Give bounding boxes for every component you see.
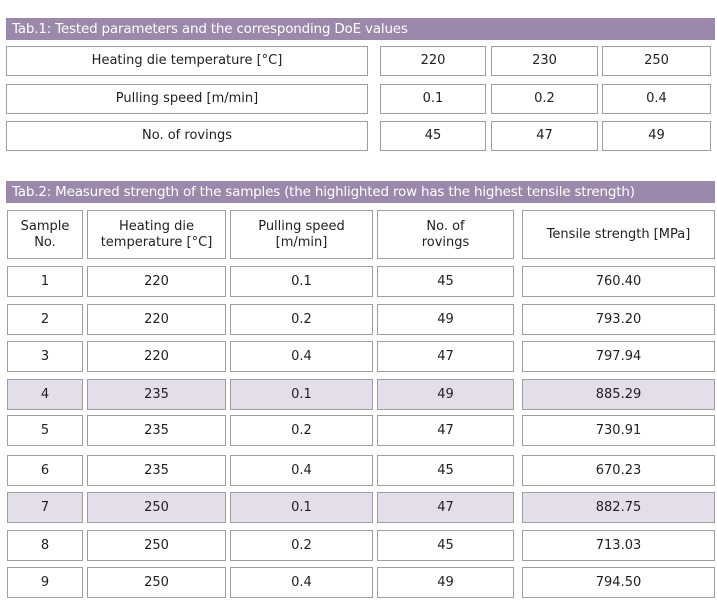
table-cell: 794.50 xyxy=(522,567,715,598)
table-cell: 2 xyxy=(7,304,83,335)
parameter-value: 47 xyxy=(491,121,598,151)
parameter-value: 49 xyxy=(602,121,711,151)
parameter-value: 0.4 xyxy=(602,84,711,114)
table-cell: 220 xyxy=(87,341,226,372)
table-cell: 5 xyxy=(7,415,83,446)
table-cell: 45 xyxy=(377,530,514,561)
table-cell: 47 xyxy=(377,492,514,523)
table-cell: 0.2 xyxy=(230,304,373,335)
tab2-title: Tab.2: Measured strength of the samples … xyxy=(6,181,715,203)
parameter-value: 250 xyxy=(602,46,711,76)
column-header: Tensile strength [MPa] xyxy=(522,210,715,259)
parameter-label: No. of rovings xyxy=(6,121,368,151)
table-cell: 3 xyxy=(7,341,83,372)
table-cell: 7 xyxy=(7,492,83,523)
table-cell: 9 xyxy=(7,567,83,598)
table-cell: 220 xyxy=(87,304,226,335)
table-cell: 0.1 xyxy=(230,379,373,410)
parameter-value: 230 xyxy=(491,46,598,76)
table-cell: 4 xyxy=(7,379,83,410)
parameter-value: 0.2 xyxy=(491,84,598,114)
table-cell: 0.2 xyxy=(230,530,373,561)
table-cell: 8 xyxy=(7,530,83,561)
table-cell: 47 xyxy=(377,341,514,372)
column-header: No. of rovings xyxy=(377,210,514,259)
table-cell: 250 xyxy=(87,492,226,523)
table-cell: 0.2 xyxy=(230,415,373,446)
table-cell: 235 xyxy=(87,379,226,410)
parameter-value: 0.1 xyxy=(380,84,486,114)
table-cell: 250 xyxy=(87,530,226,561)
table-cell: 220 xyxy=(87,266,226,297)
table-cell: 882.75 xyxy=(522,492,715,523)
table-cell: 793.20 xyxy=(522,304,715,335)
table-cell: 797.94 xyxy=(522,341,715,372)
column-header: Sample No. xyxy=(7,210,83,259)
parameter-value: 220 xyxy=(380,46,486,76)
table-cell: 760.40 xyxy=(522,266,715,297)
table-cell: 49 xyxy=(377,379,514,410)
parameter-value: 45 xyxy=(380,121,486,151)
table-cell: 670.23 xyxy=(522,455,715,486)
table-cell: 0.4 xyxy=(230,341,373,372)
table-cell: 885.29 xyxy=(522,379,715,410)
table-cell: 1 xyxy=(7,266,83,297)
table-cell: 0.1 xyxy=(230,492,373,523)
table-cell: 713.03 xyxy=(522,530,715,561)
table-cell: 250 xyxy=(87,567,226,598)
table-cell: 0.1 xyxy=(230,266,373,297)
table-cell: 6 xyxy=(7,455,83,486)
parameter-label: Heating die temperature [°C] xyxy=(6,46,368,76)
table-cell: 45 xyxy=(377,455,514,486)
table-cell: 730.91 xyxy=(522,415,715,446)
column-header: Pulling speed [m/min] xyxy=(230,210,373,259)
table-cell: 0.4 xyxy=(230,567,373,598)
table-cell: 235 xyxy=(87,415,226,446)
table-cell: 47 xyxy=(377,415,514,446)
table-cell: 45 xyxy=(377,266,514,297)
tab1-title: Tab.1: Tested parameters and the corresp… xyxy=(6,18,715,40)
table-cell: 49 xyxy=(377,304,514,335)
table-cell: 235 xyxy=(87,455,226,486)
column-header: Heating die temperature [°C] xyxy=(87,210,226,259)
table-cell: 0.4 xyxy=(230,455,373,486)
table-cell: 49 xyxy=(377,567,514,598)
parameter-label: Pulling speed [m/min] xyxy=(6,84,368,114)
